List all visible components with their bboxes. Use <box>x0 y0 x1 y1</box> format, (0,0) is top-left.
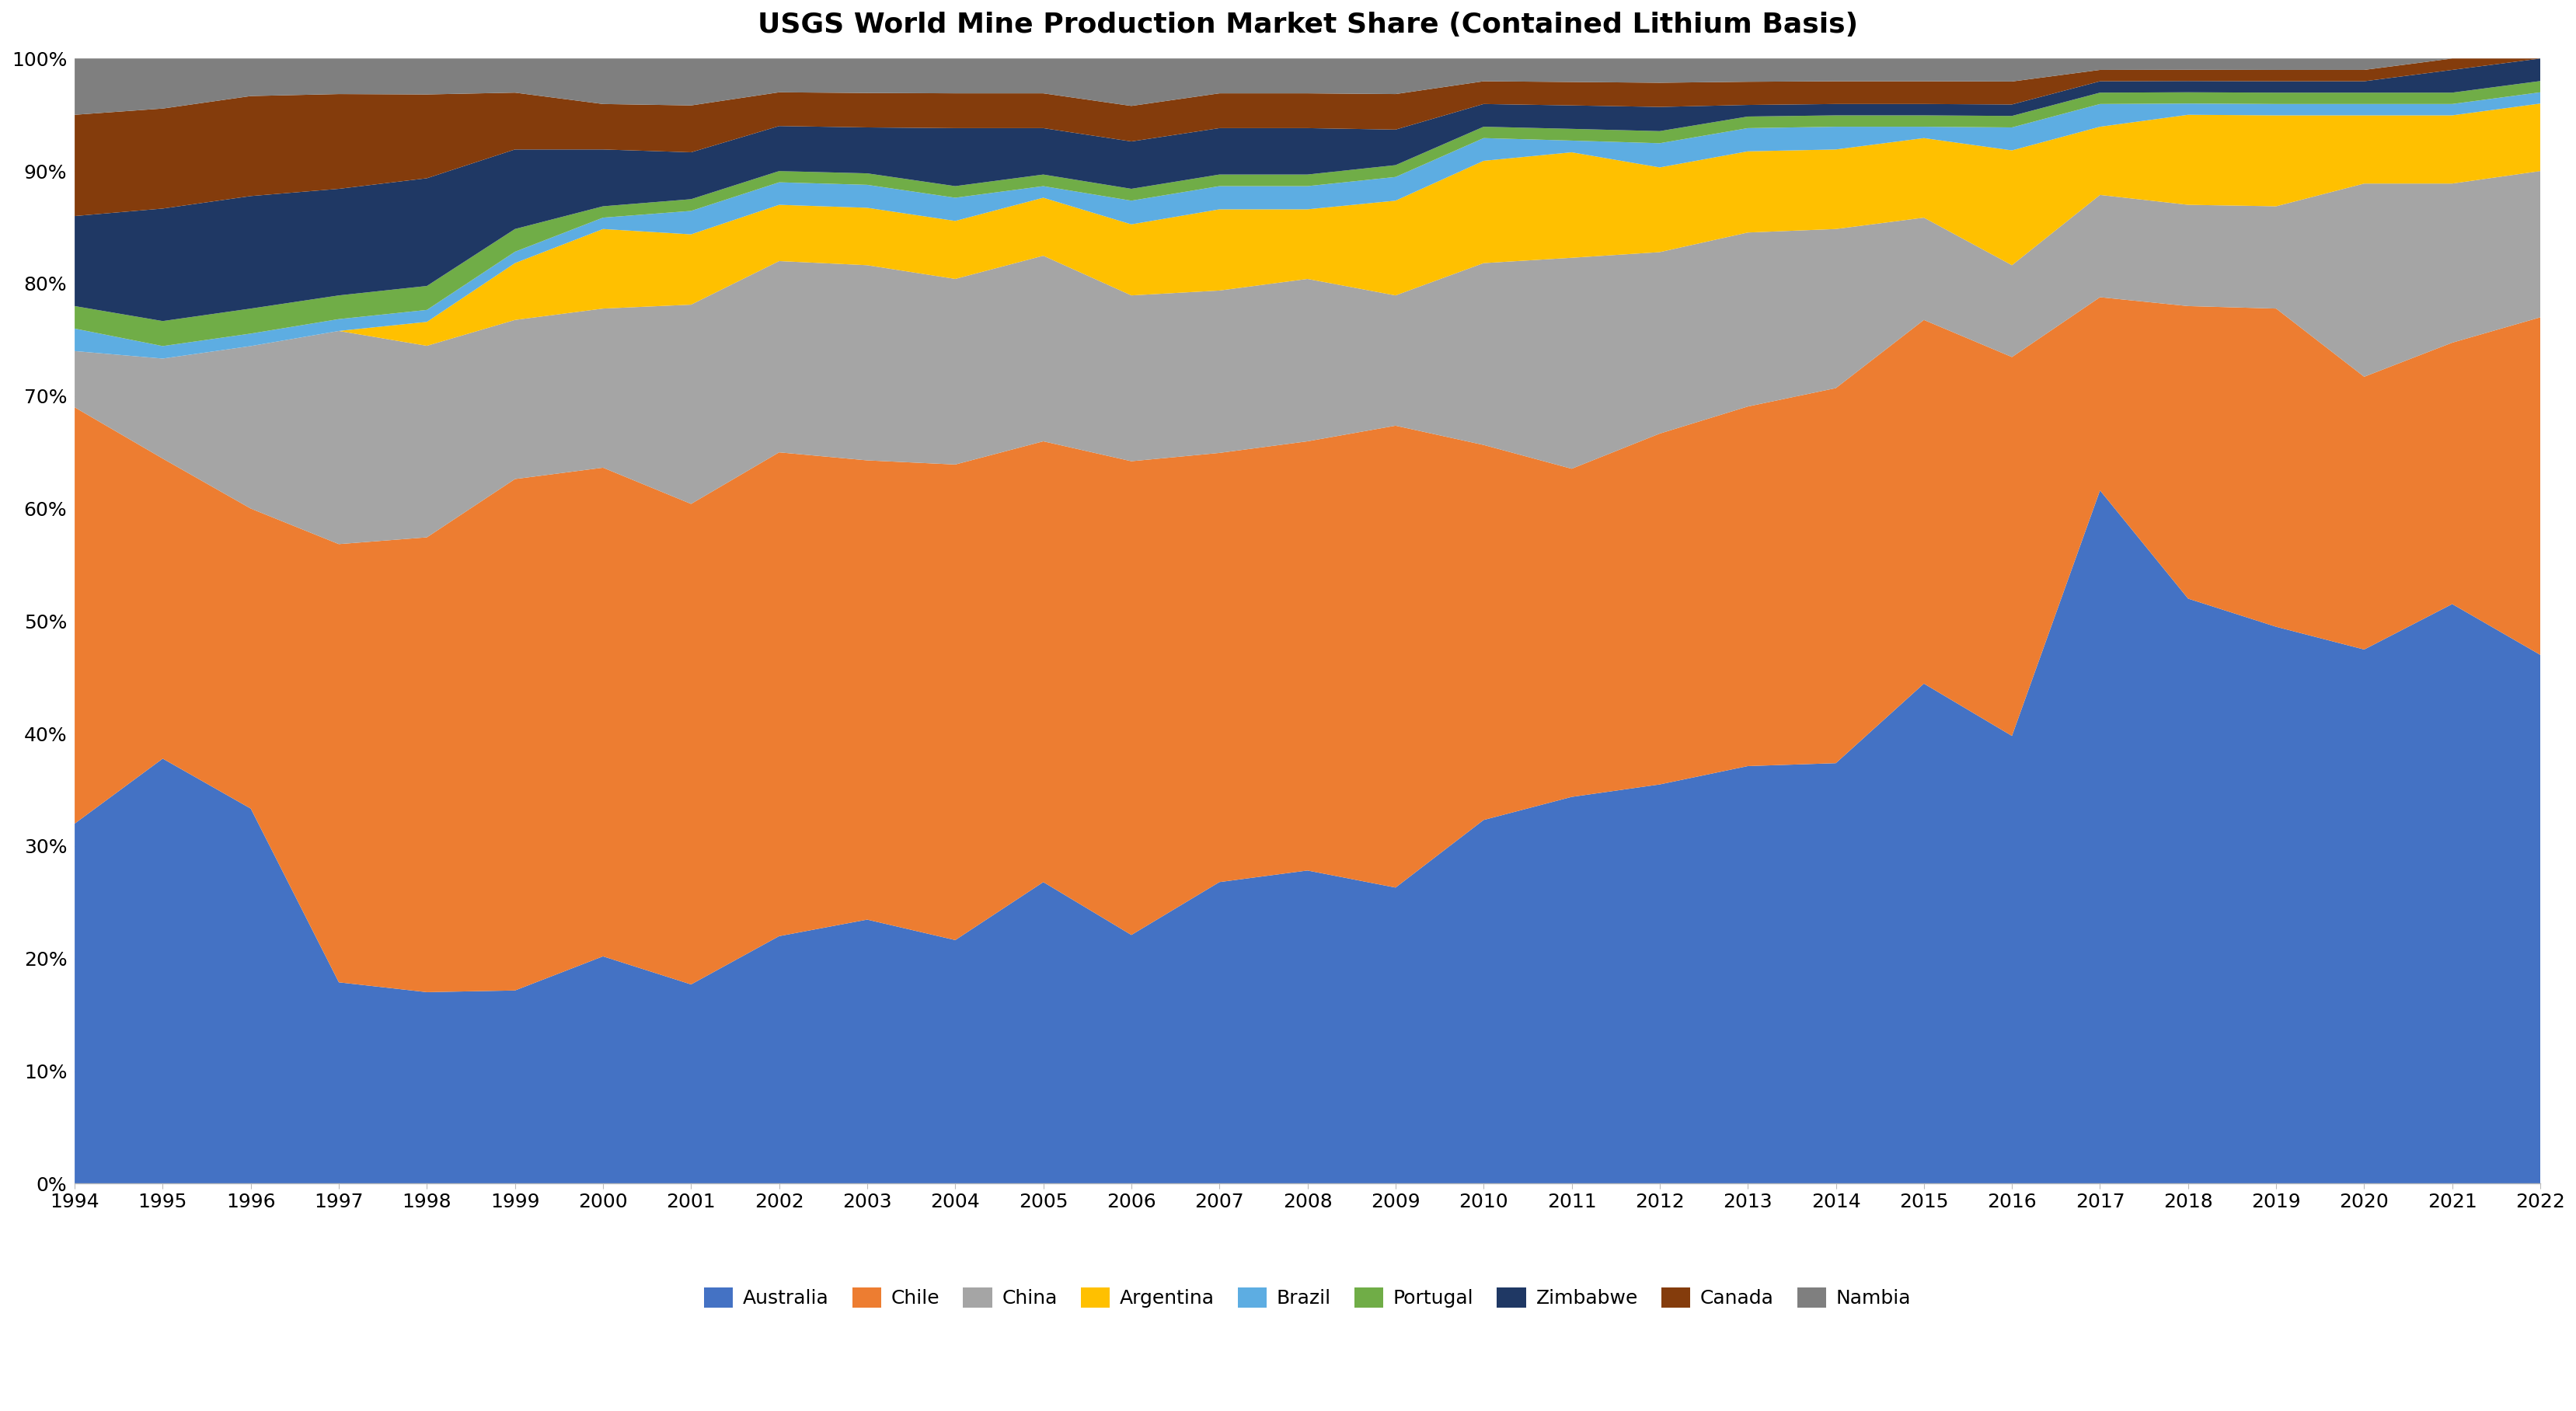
Title: USGS World Mine Production Market Share (Contained Lithium Basis): USGS World Mine Production Market Share … <box>757 11 1857 38</box>
Legend: Australia, Chile, China, Argentina, Brazil, Portugal, Zimbabwe, Canada, Nambia: Australia, Chile, China, Argentina, Braz… <box>693 1278 1919 1318</box>
